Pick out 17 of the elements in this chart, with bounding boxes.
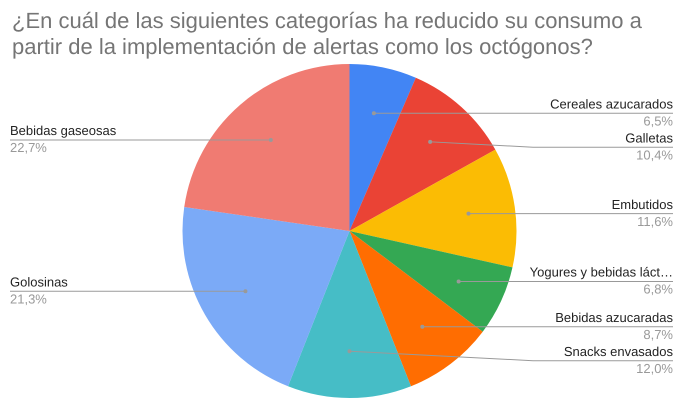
slice-label: Embutidos <box>612 196 674 212</box>
slice-label: Bebidas azucaradas <box>555 310 674 325</box>
data-label: 6,8% <box>643 282 674 297</box>
slice-label: Bebidas gaseosas <box>10 123 117 138</box>
chart-title: ¿En cuál de las siguientes categorías ha reducido su consumo a partir de la implementación de alertas como los octógonos? <box>11 8 643 60</box>
slice-label: Cereales azucarados <box>550 96 674 112</box>
slice-label: Snacks envasados <box>564 344 674 359</box>
data-label: 12,0% <box>636 360 674 376</box>
slice-label: Galletas <box>625 130 674 146</box>
data-label: 8,7% <box>643 326 674 342</box>
data-label: 11,6% <box>637 214 674 229</box>
data-label: 22,7% <box>10 140 48 156</box>
data-label: 10,4% <box>636 147 674 162</box>
data-label: 6,5% <box>643 113 674 128</box>
data-label: 21,3% <box>10 291 48 306</box>
slice-label: Yogures y bebidas láct… <box>530 264 673 280</box>
slice-label: Golosinas <box>10 274 68 290</box>
